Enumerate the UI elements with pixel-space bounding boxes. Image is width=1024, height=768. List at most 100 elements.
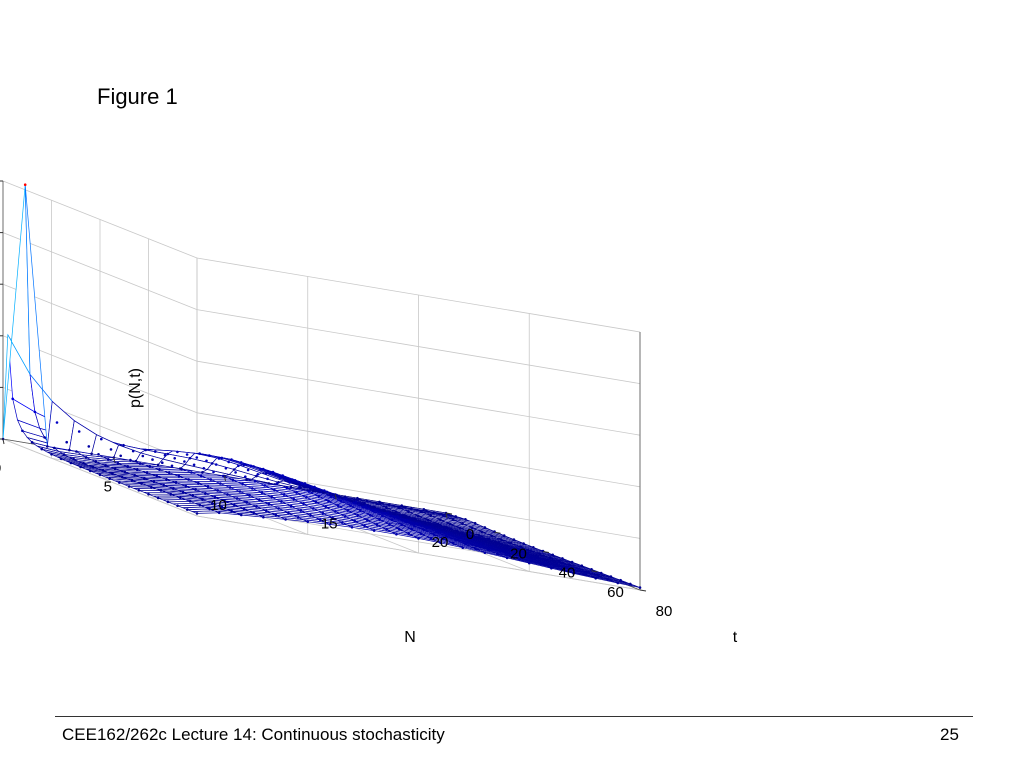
surface-plot: 00.20.40.60.8105101520020406080 p(N,t) N… bbox=[0, 180, 738, 646]
data-point bbox=[552, 564, 556, 568]
data-point bbox=[548, 556, 552, 559]
data-point bbox=[165, 477, 168, 481]
data-point bbox=[443, 527, 447, 531]
data-point bbox=[371, 509, 375, 513]
data-point bbox=[309, 513, 312, 517]
data-point bbox=[59, 457, 63, 461]
data-point bbox=[220, 505, 224, 509]
y-tick bbox=[639, 589, 647, 592]
data-point bbox=[507, 544, 510, 548]
data-point bbox=[245, 478, 248, 482]
data-point bbox=[195, 456, 199, 459]
data-point bbox=[478, 534, 481, 537]
data-point bbox=[65, 440, 68, 444]
data-point bbox=[424, 521, 427, 524]
data-point bbox=[455, 529, 459, 533]
data-point bbox=[349, 504, 352, 508]
data-point bbox=[461, 522, 464, 525]
data-point bbox=[439, 518, 442, 522]
data-point bbox=[251, 487, 254, 490]
data-point bbox=[84, 456, 88, 459]
y-axis-label: t bbox=[733, 629, 738, 646]
data-point bbox=[467, 540, 470, 543]
data-point bbox=[377, 508, 380, 511]
data-point bbox=[491, 544, 495, 548]
data-point bbox=[195, 512, 199, 515]
data-point bbox=[508, 553, 512, 557]
data-point bbox=[388, 523, 391, 526]
data-point bbox=[448, 522, 452, 526]
data-point bbox=[237, 464, 240, 468]
data-point bbox=[314, 500, 318, 504]
data-point bbox=[522, 542, 525, 545]
data-point bbox=[238, 490, 242, 493]
data-point bbox=[274, 513, 278, 517]
data-point bbox=[379, 509, 383, 512]
data-point bbox=[252, 465, 255, 468]
data-point bbox=[356, 513, 359, 517]
data-point bbox=[163, 453, 167, 457]
data-point bbox=[186, 508, 189, 511]
data-point bbox=[328, 523, 332, 526]
data-point bbox=[129, 458, 132, 462]
data-point bbox=[223, 499, 226, 503]
data-point bbox=[273, 488, 276, 492]
x-tick bbox=[334, 494, 337, 500]
data-point bbox=[378, 500, 381, 504]
data-point bbox=[305, 496, 308, 499]
data-point bbox=[197, 481, 200, 485]
data-point bbox=[199, 474, 203, 478]
data-point bbox=[130, 479, 134, 482]
data-point bbox=[284, 476, 287, 479]
data-point bbox=[150, 485, 153, 489]
data-point bbox=[155, 474, 159, 478]
data-point bbox=[422, 508, 426, 511]
x-tick bbox=[2, 438, 5, 445]
data-point bbox=[397, 506, 401, 509]
data-point bbox=[202, 467, 206, 470]
y-tick bbox=[494, 531, 501, 534]
data-point bbox=[162, 483, 165, 487]
data-point bbox=[483, 526, 487, 529]
data-point bbox=[442, 537, 445, 541]
data-point bbox=[87, 445, 91, 448]
data-point bbox=[350, 500, 354, 503]
data-point bbox=[446, 526, 449, 529]
data-point bbox=[475, 536, 478, 540]
data-point bbox=[109, 448, 113, 451]
data-point bbox=[555, 562, 559, 565]
data-point bbox=[411, 518, 415, 522]
y-tick bbox=[445, 512, 453, 515]
x-tick-label: 15 bbox=[321, 516, 338, 533]
data-point bbox=[144, 448, 147, 452]
data-point bbox=[545, 558, 549, 562]
y-tick bbox=[542, 551, 550, 553]
data-point bbox=[263, 484, 267, 487]
data-point bbox=[210, 501, 214, 505]
data-point bbox=[205, 459, 208, 463]
data-point bbox=[131, 449, 135, 453]
data-point bbox=[234, 471, 237, 474]
data-point bbox=[176, 450, 179, 454]
data-point bbox=[233, 503, 236, 507]
data-point bbox=[174, 481, 178, 484]
data-point bbox=[584, 573, 588, 576]
data-point bbox=[357, 501, 361, 505]
y-tick bbox=[591, 570, 598, 573]
data-point bbox=[178, 467, 182, 470]
data-point bbox=[415, 522, 419, 526]
data-point bbox=[134, 459, 138, 463]
grid-line bbox=[196, 412, 641, 488]
data-point bbox=[432, 533, 436, 536]
data-point bbox=[206, 485, 210, 489]
data-point bbox=[462, 534, 466, 538]
data-point bbox=[264, 509, 268, 513]
data-point bbox=[435, 530, 438, 533]
data-point bbox=[383, 512, 387, 515]
data-point bbox=[309, 487, 312, 491]
data-point bbox=[82, 461, 85, 465]
data-point bbox=[404, 514, 408, 517]
data-point bbox=[306, 485, 309, 488]
data-point bbox=[270, 495, 274, 499]
data-point bbox=[172, 487, 175, 490]
